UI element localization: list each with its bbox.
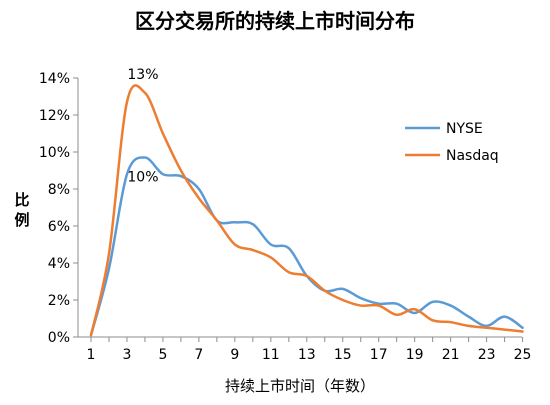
x-tick-label: 3: [123, 347, 132, 363]
y-tick-label: 6%: [48, 219, 70, 235]
y-tick-label: 14%: [39, 71, 70, 87]
x-tick-label: 19: [406, 347, 424, 363]
x-tick-label: 25: [514, 347, 532, 363]
y-axis-label: 比例: [14, 191, 29, 229]
x-tick-label: 7: [194, 347, 203, 363]
legend-label-nasdaq: Nasdaq: [446, 148, 499, 164]
x-tick-label: 23: [478, 347, 496, 363]
y-tick-label: 12%: [39, 108, 70, 124]
x-tick-label: 11: [262, 347, 280, 363]
legend-label-nyse: NYSE: [446, 121, 483, 137]
y-tick-label: 8%: [48, 182, 70, 198]
y-axis-label-char: 比: [14, 191, 29, 209]
legend: NYSE Nasdaq: [405, 121, 499, 164]
chart-title: 区分交易所的持续上市时间分布: [135, 9, 415, 33]
x-tick-label: 21: [442, 347, 460, 363]
y-tick-label: 0%: [48, 330, 70, 346]
x-tick-label: 13: [298, 347, 316, 363]
x-tick-label: 9: [230, 347, 239, 363]
x-axis-label: 持续上市时间（年数）: [225, 377, 375, 395]
data-label: 10%: [127, 170, 158, 186]
x-tick-label: 17: [370, 347, 388, 363]
series-line-nasdaq: [89, 84, 524, 337]
plot-area: 0%2%4%6%8%10%12%14%1 3 5 7 9 11 13 15 17 19 21 23 25…: [39, 67, 532, 363]
x-tick-label: 5: [158, 347, 167, 363]
data-label: 13%: [127, 67, 158, 83]
y-tick-label: 10%: [39, 145, 70, 161]
y-tick-label: 2%: [48, 293, 70, 309]
y-axis-label-char: 例: [14, 211, 29, 229]
x-tick-label: 1: [87, 347, 96, 363]
y-tick-label: 4%: [48, 256, 70, 272]
x-tick-label: 15: [334, 347, 352, 363]
